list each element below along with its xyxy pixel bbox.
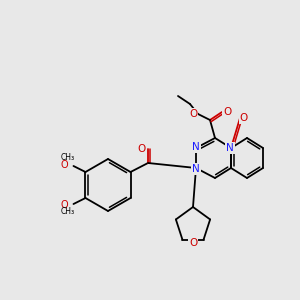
Text: N: N: [192, 164, 200, 174]
Text: O: O: [61, 160, 68, 170]
Text: O: O: [189, 109, 197, 119]
Text: O: O: [223, 107, 231, 117]
Text: O: O: [189, 238, 197, 248]
Text: N: N: [192, 142, 200, 152]
Text: O: O: [61, 200, 68, 210]
Text: CH₃: CH₃: [60, 154, 74, 163]
Text: O: O: [240, 113, 248, 123]
Text: N: N: [226, 143, 234, 153]
Text: O: O: [138, 144, 146, 154]
Text: CH₃: CH₃: [60, 208, 74, 217]
